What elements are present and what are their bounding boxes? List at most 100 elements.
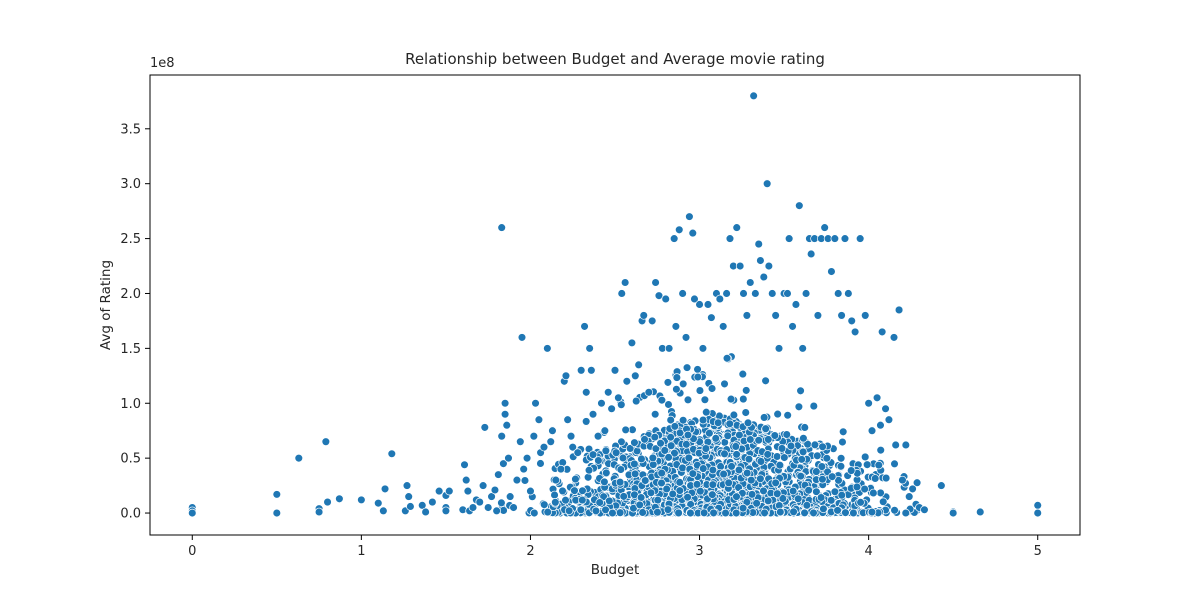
data-point	[793, 494, 803, 504]
data-point	[715, 294, 725, 304]
data-point	[837, 490, 847, 500]
data-point	[661, 294, 670, 304]
data-point	[846, 466, 856, 475]
data-point	[570, 486, 579, 495]
data-point	[595, 498, 604, 507]
data-point	[890, 459, 899, 469]
data-point	[656, 439, 665, 448]
data-point	[657, 468, 666, 478]
data-point	[732, 223, 741, 232]
data-point	[406, 502, 415, 511]
data-point	[690, 294, 699, 304]
data-point	[529, 431, 539, 441]
data-point	[741, 408, 750, 417]
data-point	[497, 223, 506, 232]
data-point	[695, 386, 705, 395]
data-point	[660, 446, 670, 455]
data-point	[833, 506, 842, 515]
data-point	[509, 503, 518, 512]
data-point	[637, 454, 646, 464]
data-point	[796, 471, 805, 481]
data-point	[788, 322, 797, 331]
data-point	[663, 505, 673, 514]
data-point	[762, 179, 772, 188]
data-point	[709, 508, 718, 518]
y-tick-label: 2.0	[120, 287, 141, 302]
data-point	[684, 453, 694, 463]
data-point	[749, 91, 758, 101]
data-point	[718, 322, 728, 331]
data-point	[500, 409, 510, 419]
data-point	[666, 415, 675, 425]
data-point	[657, 478, 666, 488]
data-point	[618, 453, 628, 463]
data-point	[889, 333, 899, 342]
data-point	[578, 495, 587, 505]
data-point	[836, 462, 846, 471]
data-point	[867, 426, 877, 435]
data-point	[611, 448, 621, 457]
data-point	[764, 435, 773, 444]
data-point	[800, 508, 809, 518]
data-point	[772, 452, 782, 461]
y-tick-label: 2.5	[120, 232, 141, 247]
data-point	[654, 291, 664, 300]
data-point	[583, 473, 593, 482]
x-tick-label: 4	[864, 544, 872, 559]
data-point	[898, 475, 907, 485]
data-point	[548, 426, 557, 435]
data-point	[869, 488, 878, 498]
data-point	[614, 393, 623, 403]
data-point	[387, 449, 397, 459]
data-point	[693, 372, 703, 382]
data-point	[380, 484, 390, 494]
data-point	[696, 486, 705, 496]
data-point	[644, 388, 654, 397]
data-point	[460, 460, 469, 469]
data-point	[693, 365, 702, 374]
data-point	[543, 344, 552, 353]
data-point	[588, 409, 598, 419]
data-point	[502, 420, 512, 430]
data-point	[901, 508, 911, 518]
data-point	[664, 400, 673, 409]
data-point	[478, 481, 488, 490]
data-point	[504, 453, 513, 463]
data-point	[747, 490, 757, 499]
data-point	[630, 469, 640, 479]
data-point	[771, 478, 780, 488]
data-point	[675, 428, 685, 438]
data-point	[838, 437, 847, 447]
data-point	[619, 492, 628, 501]
data-point	[735, 261, 745, 271]
data-point	[901, 440, 911, 450]
data-point	[820, 223, 829, 232]
data-point	[663, 378, 673, 387]
data-point	[627, 338, 637, 348]
data-point	[648, 453, 658, 463]
data-point	[908, 484, 917, 494]
data-point	[725, 419, 734, 429]
data-point	[872, 393, 882, 403]
data-point	[421, 507, 430, 517]
data-point	[402, 481, 412, 490]
y-tick-label: 0.5	[120, 452, 141, 467]
data-point	[860, 452, 870, 462]
data-point	[599, 492, 608, 501]
data-point	[617, 437, 626, 447]
points-layer	[188, 91, 1042, 518]
data-point	[870, 474, 880, 483]
data-point	[800, 423, 810, 432]
data-point	[323, 497, 332, 507]
data-point	[675, 486, 685, 495]
data-point	[597, 399, 606, 408]
data-point	[636, 493, 646, 502]
data-point	[475, 497, 484, 507]
data-point	[434, 486, 444, 496]
data-point	[551, 475, 561, 485]
data-point	[526, 486, 535, 496]
data-point	[797, 455, 806, 464]
data-point	[731, 442, 741, 451]
data-point	[563, 415, 572, 424]
data-point	[584, 465, 594, 475]
